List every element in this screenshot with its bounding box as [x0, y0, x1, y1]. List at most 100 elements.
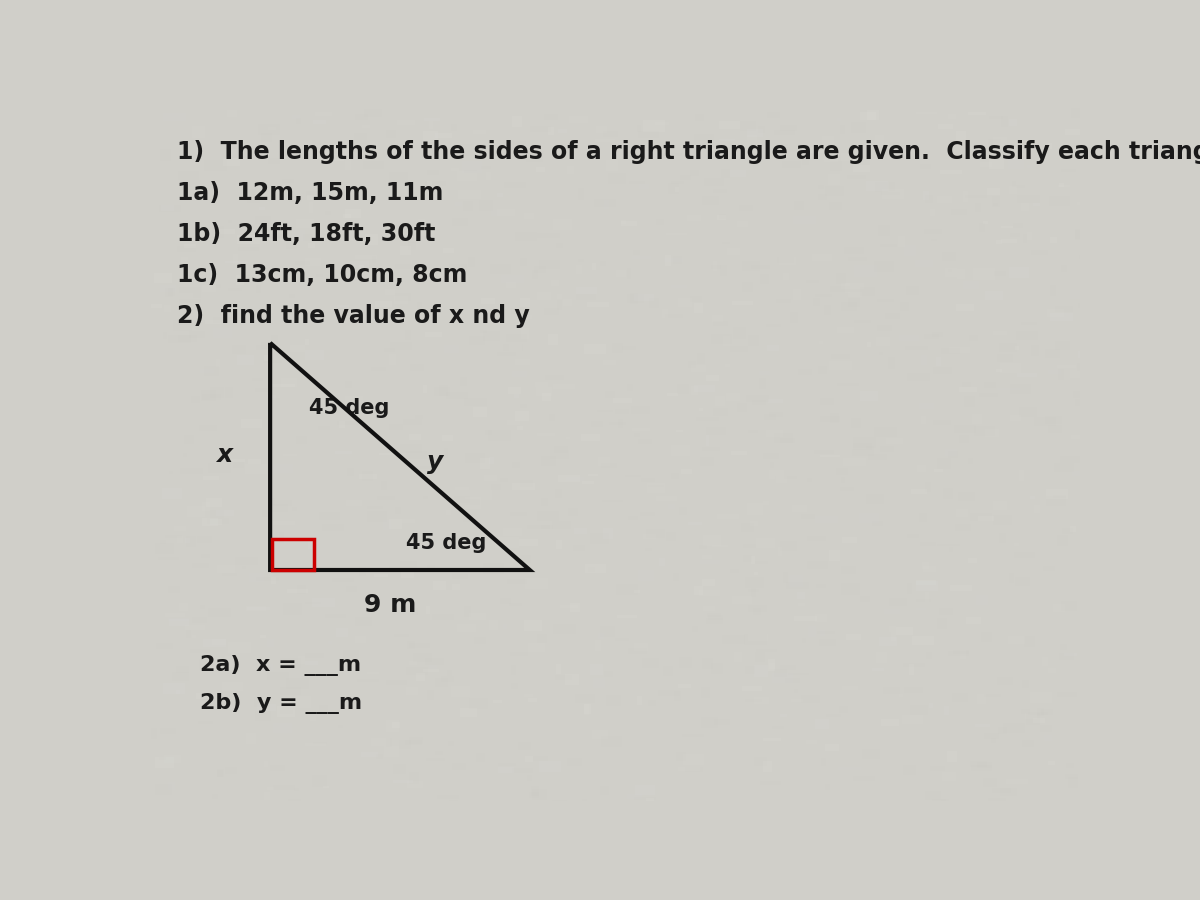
Bar — [552, 521, 571, 528]
Bar — [719, 121, 740, 130]
Bar — [562, 148, 565, 153]
Bar — [937, 196, 949, 202]
Bar — [706, 436, 709, 446]
Bar — [664, 518, 673, 528]
Bar — [842, 537, 857, 544]
Bar — [773, 673, 793, 683]
Bar — [877, 274, 882, 284]
Bar — [500, 598, 511, 604]
Bar — [905, 245, 916, 256]
Bar — [538, 219, 557, 230]
Bar — [768, 399, 784, 403]
Bar — [410, 494, 426, 500]
Bar — [186, 536, 197, 546]
Bar — [323, 428, 329, 436]
Bar — [1078, 351, 1082, 358]
Bar — [428, 540, 437, 542]
Bar — [889, 182, 895, 191]
Bar — [964, 396, 976, 407]
Bar — [560, 605, 578, 608]
Bar — [247, 585, 269, 595]
Bar — [439, 329, 460, 336]
Bar — [601, 464, 617, 468]
Bar — [156, 124, 163, 129]
Bar — [844, 458, 866, 466]
Bar — [1000, 533, 1006, 544]
Bar — [1021, 708, 1030, 715]
Bar — [758, 126, 764, 132]
Bar — [899, 764, 908, 776]
Bar — [997, 388, 1020, 391]
Bar — [346, 267, 368, 270]
Bar — [876, 257, 898, 264]
Bar — [1025, 713, 1037, 718]
Bar — [576, 265, 582, 274]
Bar — [217, 565, 235, 573]
Bar — [578, 314, 594, 322]
Bar — [170, 319, 181, 323]
Bar — [710, 334, 732, 345]
Bar — [272, 723, 292, 734]
Bar — [394, 719, 400, 726]
Bar — [882, 121, 900, 126]
Bar — [704, 298, 714, 308]
Bar — [984, 695, 1001, 697]
Bar — [557, 293, 563, 299]
Bar — [450, 799, 457, 801]
Bar — [996, 370, 1002, 373]
Bar — [331, 578, 354, 582]
Bar — [737, 403, 746, 412]
Bar — [866, 110, 878, 120]
Bar — [224, 170, 236, 176]
Bar — [622, 346, 636, 350]
Bar — [469, 613, 486, 619]
Bar — [277, 706, 295, 717]
Bar — [530, 491, 553, 500]
Bar — [768, 659, 774, 670]
Bar — [673, 777, 690, 787]
Bar — [200, 425, 206, 435]
Bar — [732, 596, 751, 604]
Bar — [590, 420, 602, 427]
Bar — [556, 243, 564, 248]
Bar — [922, 399, 942, 409]
Bar — [448, 518, 468, 526]
Bar — [179, 286, 200, 292]
Bar — [576, 287, 598, 294]
Bar — [404, 329, 412, 340]
Bar — [227, 537, 240, 542]
Bar — [451, 763, 467, 770]
Bar — [779, 496, 787, 504]
Bar — [702, 555, 712, 559]
Bar — [923, 191, 929, 200]
Bar — [647, 691, 659, 700]
Bar — [508, 579, 527, 584]
Bar — [454, 625, 466, 631]
Bar — [695, 357, 709, 365]
Bar — [910, 705, 928, 715]
Bar — [330, 188, 347, 194]
Bar — [1040, 709, 1054, 715]
Bar — [992, 500, 1007, 509]
Bar — [396, 212, 402, 215]
Bar — [238, 356, 253, 364]
Bar — [844, 247, 864, 254]
Bar — [806, 321, 817, 329]
Bar — [941, 799, 948, 802]
Bar — [966, 617, 980, 624]
Bar — [582, 284, 593, 293]
Bar — [448, 670, 452, 676]
Bar — [1028, 648, 1036, 656]
Bar — [824, 358, 830, 362]
Bar — [463, 201, 473, 211]
Bar — [372, 760, 394, 767]
Bar — [454, 496, 469, 503]
Bar — [1056, 692, 1078, 698]
Bar — [662, 309, 667, 318]
Bar — [925, 791, 941, 800]
Bar — [673, 256, 682, 264]
Bar — [232, 757, 251, 762]
Bar — [1007, 146, 1018, 152]
Bar — [767, 345, 779, 351]
Bar — [228, 288, 242, 292]
